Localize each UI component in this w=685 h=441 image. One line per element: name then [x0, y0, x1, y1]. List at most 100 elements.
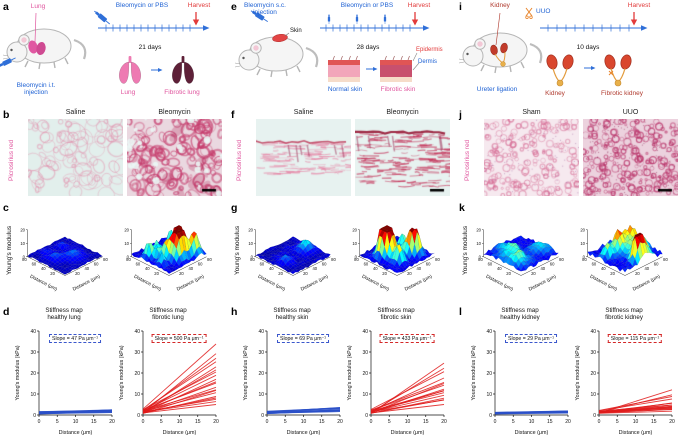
svg-text:10: 10	[529, 419, 535, 425]
histology-title-saline: Saline	[293, 109, 314, 116]
svg-text:10: 10	[362, 392, 368, 398]
treatment-label: Bleomycin or PBS	[340, 2, 394, 9]
svg-text:5: 5	[160, 419, 163, 425]
svg-text:10: 10	[405, 419, 411, 425]
organ-after-label: Fibrotic kidney	[601, 90, 643, 97]
svg-text:30: 30	[362, 350, 368, 356]
uuo-label: UUO	[536, 8, 551, 15]
chart-title: Stiffness map fibrotic skin	[344, 307, 448, 321]
histology-image-kidney-uuo	[583, 119, 678, 196]
syringe-icon	[327, 13, 331, 25]
chart-title-line: fibrotic lung	[152, 314, 184, 321]
surface-plot-lung-bleomycin: 0 10 20 20 20 40 40 60 60 80 80 Distance (μm) Distan…	[124, 224, 212, 293]
svg-text:0: 0	[583, 254, 586, 259]
svg-text:60: 60	[488, 261, 493, 266]
timeline	[320, 12, 430, 32]
fibrotic-kidney-icon	[602, 53, 634, 87]
line-chart: 0 10 20 30 40 0 5 10 15 20 Young's modulus (kPa) Di…	[347, 329, 447, 436]
histology-image-lung-saline	[28, 119, 123, 196]
svg-text:Young's modulus (kPa): Young's modulus (kPa)	[243, 345, 249, 400]
svg-text:Distance (μm): Distance (μm)	[257, 274, 287, 293]
slope-annotation: Slope = 29 Pa μm⁻¹	[505, 334, 557, 343]
svg-text:20: 20	[610, 271, 615, 276]
histology-image-skin-saline	[256, 119, 351, 196]
epidermis-label: Epidermis	[416, 47, 443, 53]
svg-text:40: 40	[416, 266, 421, 271]
panel-letter-c: c	[3, 202, 9, 214]
histology-image-lung-bleomycin	[127, 119, 222, 196]
panel-e-illustration	[233, 8, 430, 83]
duration-label: 28 days	[356, 44, 380, 51]
svg-text:80: 80	[126, 257, 131, 262]
panel-letter-g: g	[231, 202, 238, 214]
injection-label: Ureter ligation	[476, 86, 518, 93]
svg-text:20: 20	[303, 271, 308, 276]
fibrotic-lung-icon	[171, 55, 195, 84]
histology-title-sham: Sham	[522, 109, 541, 116]
svg-text:20: 20	[248, 227, 253, 232]
chart-title-line: Stiffness map	[501, 307, 539, 314]
svg-text:15: 15	[195, 419, 201, 425]
svg-text:0: 0	[370, 419, 373, 425]
layer-pointer-lines	[412, 52, 420, 71]
chart-title: Stiffness map healthy lung	[12, 307, 116, 321]
chart-title-line: Stiffness map	[45, 307, 83, 314]
svg-text:20: 20	[362, 371, 368, 377]
svg-text:60: 60	[94, 261, 99, 266]
svg-text:80: 80	[103, 257, 108, 262]
chart-title-line: healthy kidney	[500, 314, 540, 321]
fibrotic-skin-icon	[379, 55, 413, 83]
svg-text:10: 10	[580, 241, 585, 246]
chart-title-line: fibrotic skin	[380, 314, 412, 321]
healthy-kidney-icon	[544, 53, 576, 87]
svg-text:80: 80	[331, 257, 336, 262]
harvest-arrow-icon	[411, 12, 419, 26]
svg-text:20: 20	[352, 227, 357, 232]
panel-letter-d: d	[3, 306, 10, 318]
surface-plot-skin-saline: 0 10 20 20 20 40 40 60 60 80 80 Distance (μm) Distan…	[248, 227, 336, 293]
svg-text:20: 20	[154, 271, 159, 276]
svg-text:Distance (μm): Distance (μm)	[300, 273, 330, 292]
panel-i-illustration	[457, 7, 648, 87]
svg-text:80: 80	[22, 257, 27, 262]
histology-title-uuo: UUO	[622, 109, 639, 116]
slope-annotation: Slope = 47 Pa μm⁻¹	[49, 334, 101, 343]
histology-title-bleomycin: Bleomycin	[158, 109, 191, 116]
duration-label: 21 days	[138, 44, 162, 51]
svg-text:30: 30	[134, 350, 140, 356]
svg-text:Distance (μm): Distance (μm)	[287, 430, 321, 436]
syringe-icon	[92, 8, 112, 27]
svg-text:20: 20	[531, 271, 536, 276]
svg-text:Young's modulus (kPa): Young's modulus (kPa)	[347, 345, 353, 400]
surface-plot-kidney-sham: 0 10 20 20 20 40 40 60 60 80 80 Distance (μm) Distan…	[476, 227, 564, 293]
svg-text:80: 80	[582, 257, 587, 262]
mouse-icon	[457, 31, 543, 75]
svg-text:40: 40	[497, 266, 502, 271]
slope-annotation: Slope = 69 Pa μm⁻¹	[277, 334, 329, 343]
svg-text:0: 0	[127, 254, 130, 259]
svg-text:60: 60	[136, 261, 141, 266]
svg-text:10: 10	[258, 392, 264, 398]
panel-letter-i: i	[459, 1, 462, 13]
svg-text:80: 80	[354, 257, 359, 262]
stiffness-chart-healthy-lung: Stiffness map healthy lung Slope = 47 Pa …	[12, 307, 116, 441]
chart-title-line: fibrotic kidney	[605, 314, 643, 321]
duration-label: 10 days	[576, 44, 600, 51]
skin-pointer-label: Skin	[290, 28, 302, 34]
svg-text:20: 20	[278, 271, 283, 276]
timeline	[540, 12, 648, 32]
svg-text:10: 10	[476, 241, 481, 246]
svg-text:40: 40	[373, 266, 378, 271]
svg-text:0: 0	[598, 419, 601, 425]
chart-title: Stiffness map healthy kidney	[468, 307, 572, 321]
organ-after-label: Fibrotic skin	[380, 86, 416, 93]
svg-text:20: 20	[486, 371, 492, 377]
svg-text:20: 20	[109, 419, 115, 425]
svg-text:20: 20	[20, 227, 25, 232]
svg-text:60: 60	[198, 261, 203, 266]
normal-skin-icon	[327, 55, 361, 83]
svg-text:40: 40	[312, 266, 317, 271]
svg-text:0: 0	[137, 413, 140, 419]
svg-text:10: 10	[124, 241, 129, 246]
organ-before-label: Kidney	[545, 90, 565, 97]
